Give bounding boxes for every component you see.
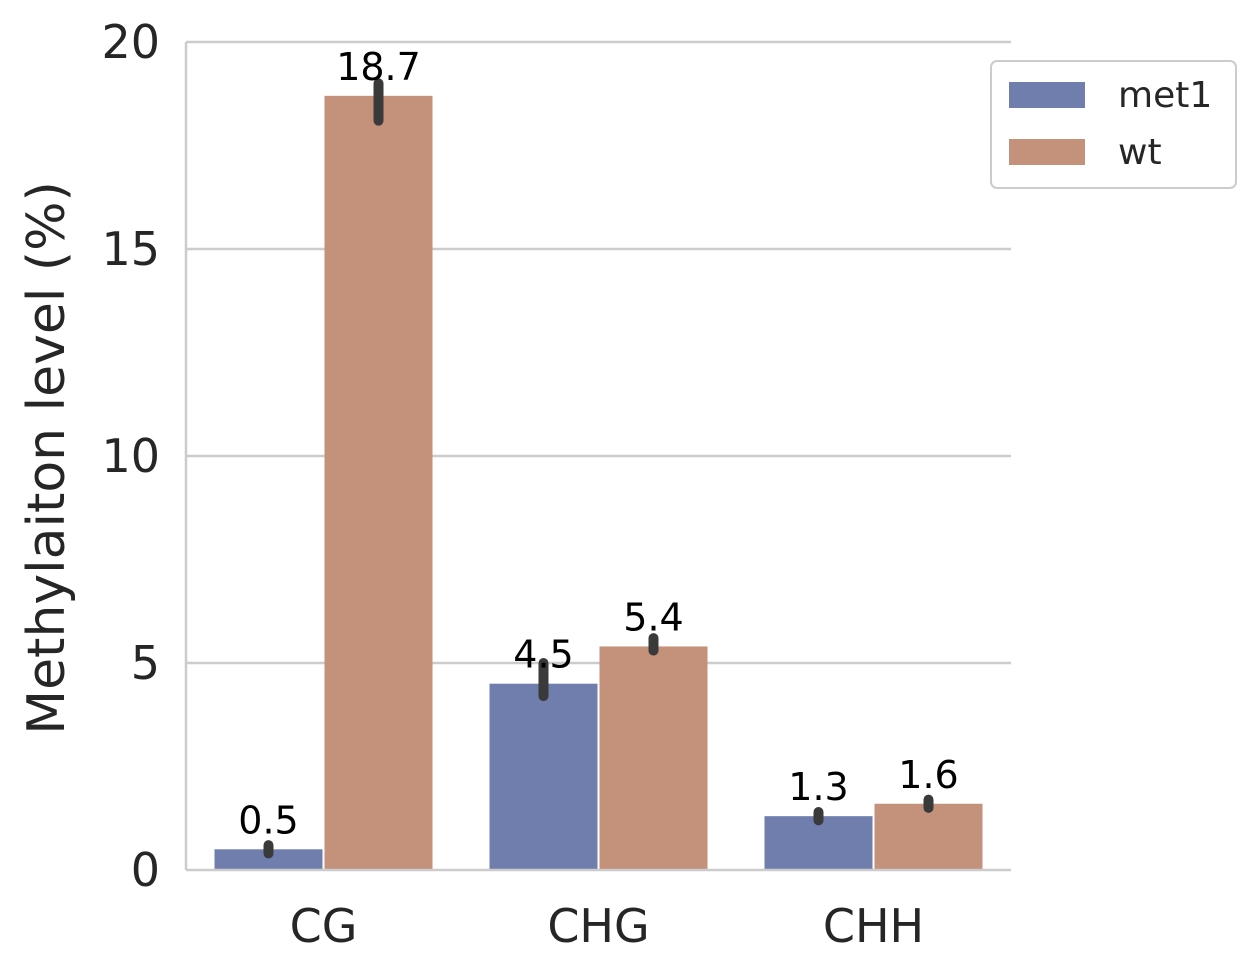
- legend-swatch-wt: [1009, 139, 1085, 165]
- bar-met1-CG: [214, 849, 323, 870]
- x-tick-label: CHH: [823, 899, 924, 953]
- bar-wt-CHH: [874, 803, 983, 870]
- error-bars: [263, 78, 934, 859]
- bar-value-label: 1.3: [788, 765, 848, 809]
- legend: met1 wt: [990, 60, 1237, 189]
- y-axis-label: Methylaiton level (%): [17, 181, 77, 735]
- y-tick-label: 15: [101, 222, 160, 276]
- axes: 0 5 10 15 20 CG CHG CHH: [101, 15, 1011, 953]
- bar-met1-CHG: [489, 683, 598, 870]
- legend-swatch-met1: [1009, 82, 1085, 108]
- bars: [214, 95, 983, 870]
- legend-label-met1: met1: [1118, 75, 1212, 116]
- y-tick-label: 5: [131, 636, 160, 690]
- bar-value-label: 0.5: [238, 798, 298, 842]
- y-tick-label: 10: [101, 429, 160, 483]
- bar-value-label: 4.5: [513, 633, 573, 677]
- legend-label-wt: wt: [1118, 132, 1162, 173]
- bar-value-label: 1.6: [898, 753, 958, 797]
- bar-wt-CG: [324, 95, 433, 870]
- grid-lines: [186, 40, 1011, 665]
- bar-value-label: 18.7: [336, 45, 421, 89]
- y-tick-label: 20: [101, 15, 160, 69]
- x-tick-label: CHG: [547, 899, 649, 953]
- bar-value-label: 5.4: [623, 595, 683, 639]
- bar-labels: 0.5 4.5 1.3 18.7 5.4 1.6: [238, 45, 958, 842]
- bar-wt-CHG: [599, 646, 708, 870]
- y-tick-label: 0: [131, 843, 160, 897]
- x-tick-label: CG: [290, 899, 358, 953]
